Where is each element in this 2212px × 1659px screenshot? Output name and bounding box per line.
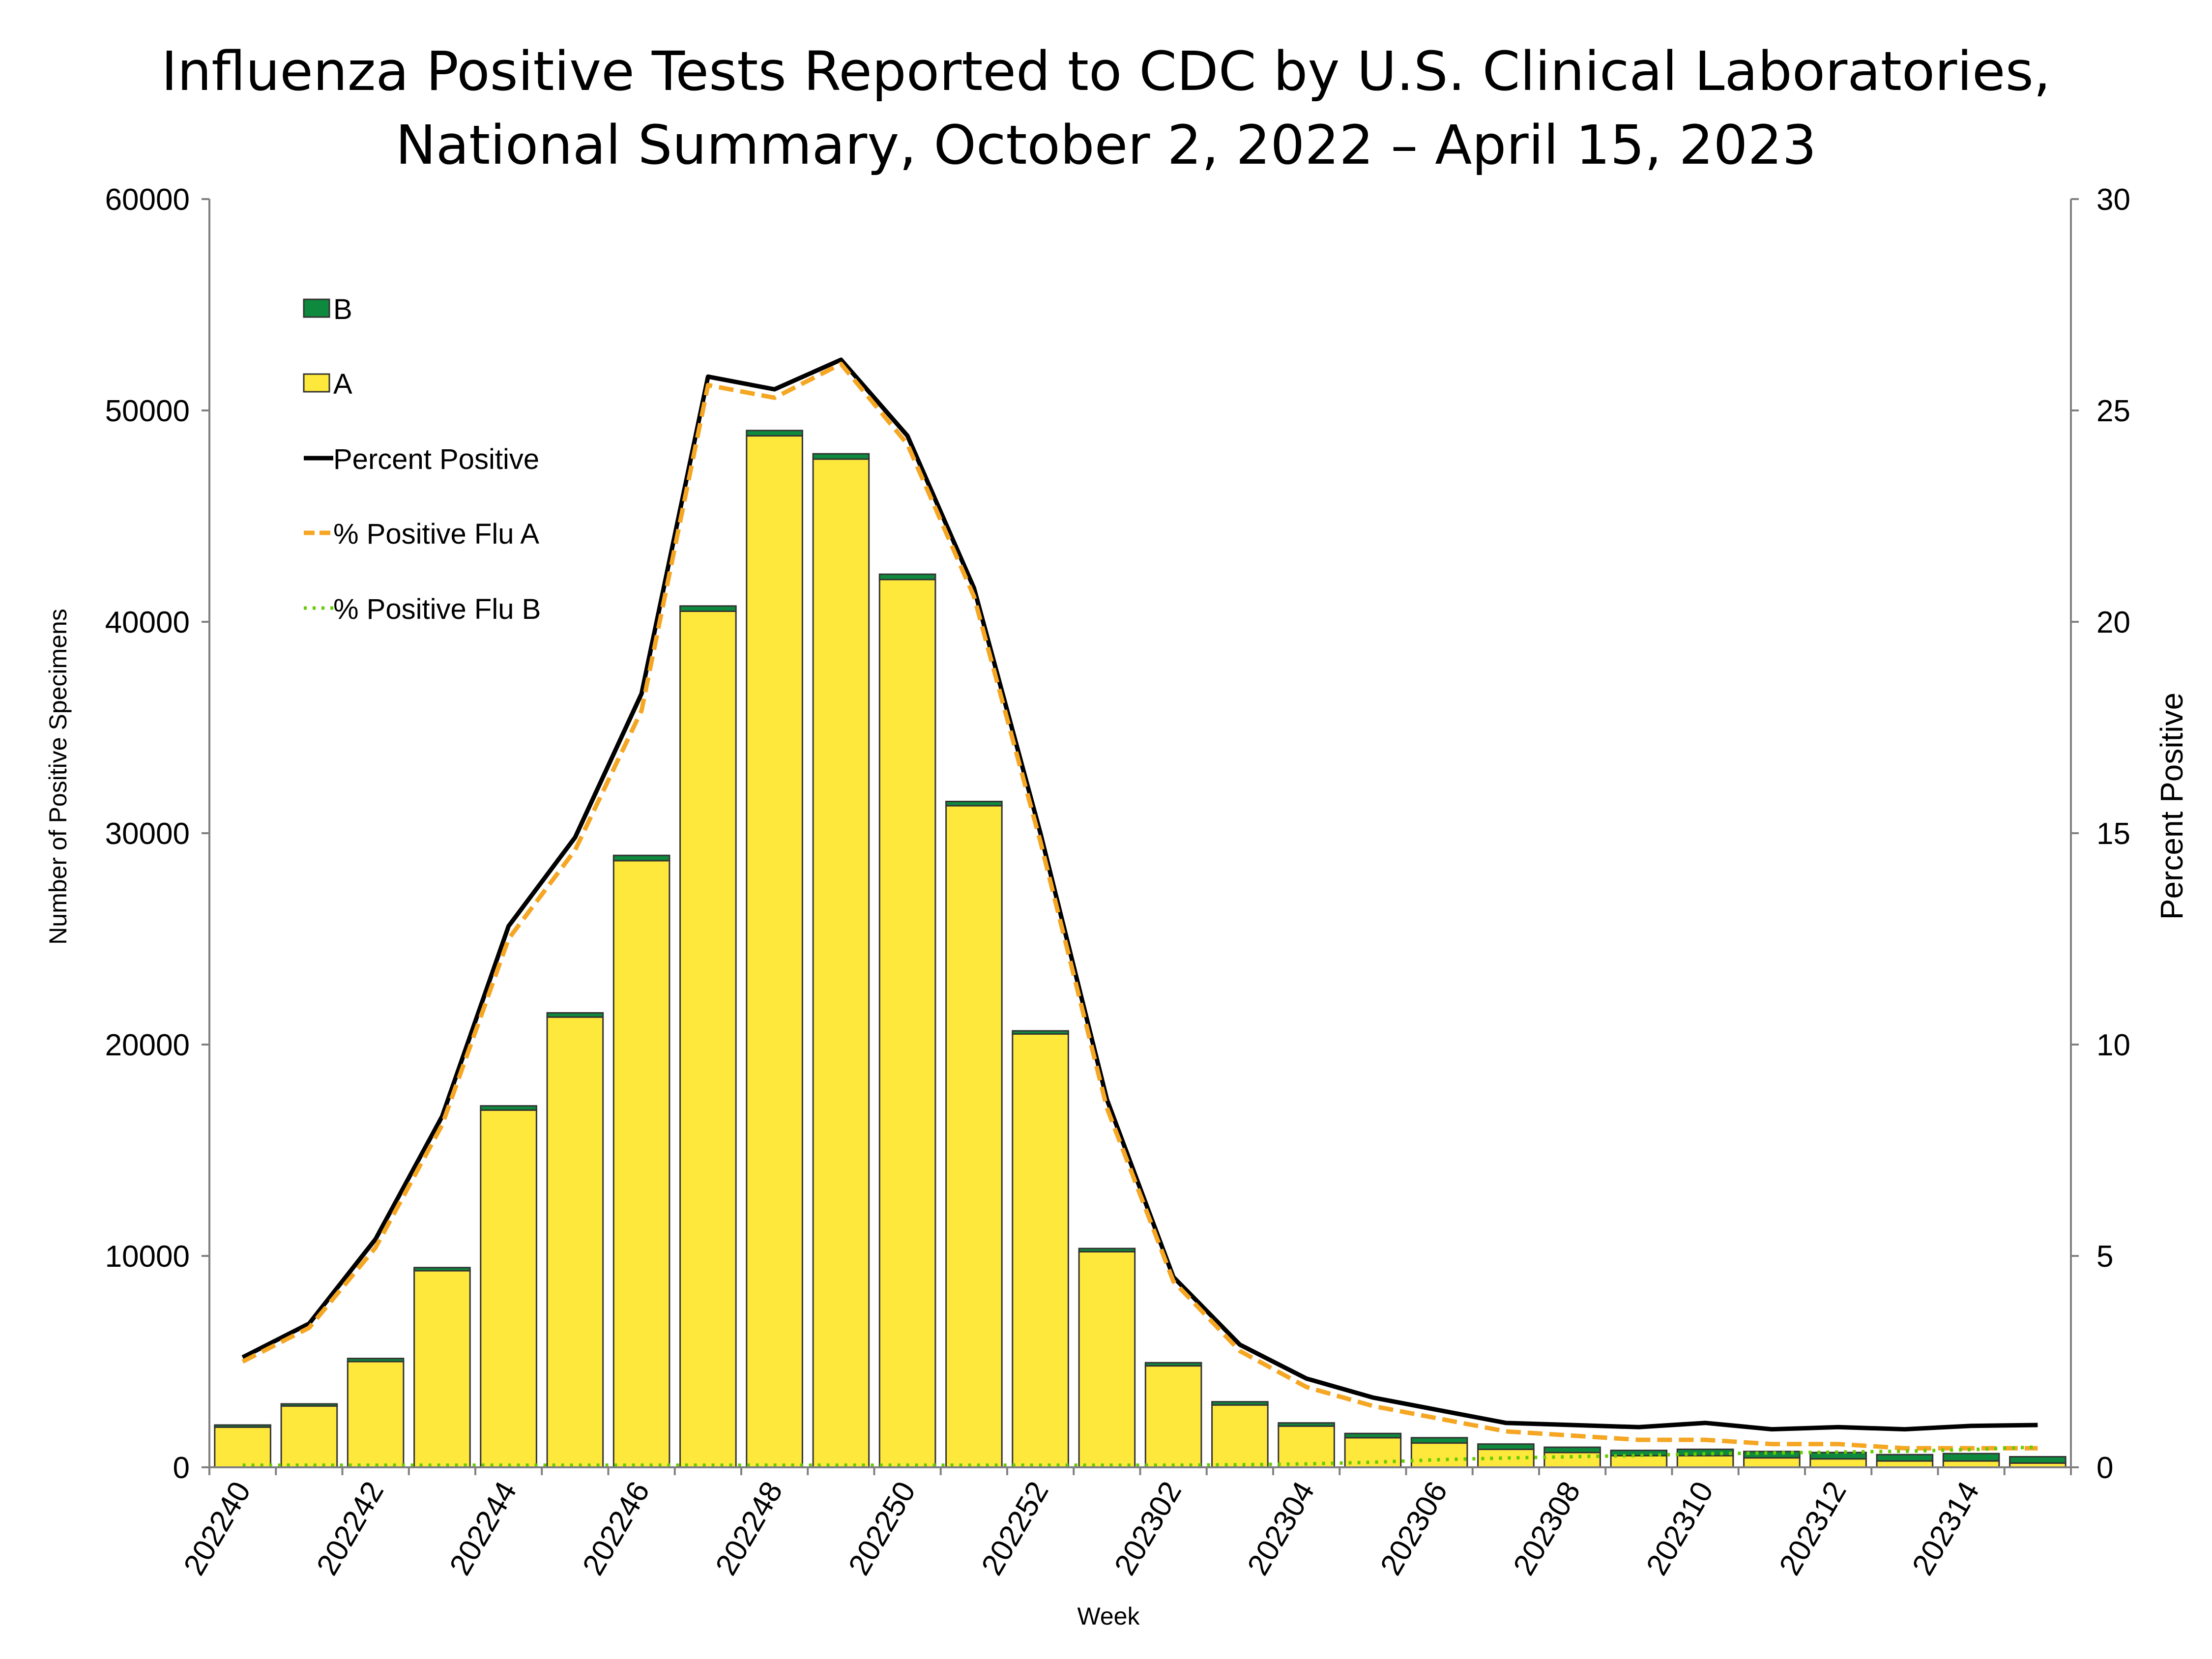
legend-label-positive-flu-a: % Positive Flu A bbox=[333, 518, 539, 550]
bar-a-202308 bbox=[1543, 1452, 1601, 1468]
bar-a-202309 bbox=[1610, 1455, 1668, 1468]
bar-a-202310 bbox=[1676, 1455, 1734, 1468]
y2-tick-label: 5 bbox=[2096, 1240, 2113, 1274]
bar-a-202244 bbox=[480, 1109, 537, 1468]
bar-b-202304 bbox=[1278, 1422, 1335, 1427]
x-tick-label: 202250 bbox=[842, 1476, 922, 1581]
bar-a-202240 bbox=[214, 1426, 271, 1468]
bar-b-202252 bbox=[1012, 1030, 1069, 1035]
x-tick-label: 202240 bbox=[177, 1476, 258, 1581]
bar-b-202302 bbox=[1144, 1362, 1202, 1367]
x-tick-label: 202242 bbox=[310, 1476, 390, 1581]
bars-layer bbox=[214, 430, 2066, 1468]
x-tick-label: 202308 bbox=[1507, 1476, 1587, 1581]
legend-label-positive-flu-b: % Positive Flu B bbox=[333, 593, 541, 625]
y-tick-label: 30000 bbox=[105, 817, 190, 851]
y-tick-label: 60000 bbox=[105, 183, 190, 217]
legend-label-a: A bbox=[333, 368, 352, 400]
bar-a-202243 bbox=[413, 1270, 471, 1468]
bar-b-202241 bbox=[280, 1403, 338, 1407]
bar-a-202249 bbox=[812, 458, 870, 1468]
y2-axis-label: Percent Positive bbox=[2154, 693, 2189, 920]
bar-b-202247 bbox=[679, 605, 737, 612]
chart-title: Influenza Positive Tests Reported to CDC… bbox=[0, 34, 2212, 182]
bar-b-202251 bbox=[945, 801, 1003, 807]
bar-b-202314 bbox=[1942, 1453, 2000, 1462]
chart-title-line-2: National Summary, October 2, 2022 – Apri… bbox=[395, 114, 1817, 176]
y-tick-label: 20000 bbox=[105, 1028, 190, 1062]
x-axis-label: Week bbox=[1077, 1602, 1140, 1630]
bar-b-202240 bbox=[214, 1424, 271, 1428]
bar-a-202242 bbox=[347, 1361, 405, 1468]
x-tick-label: 202310 bbox=[1640, 1476, 1720, 1581]
bar-a-202252 bbox=[1012, 1033, 1069, 1468]
bar-a-202241 bbox=[280, 1405, 338, 1468]
x-tick-label: 202306 bbox=[1374, 1476, 1454, 1581]
bar-b-202242 bbox=[347, 1358, 405, 1363]
y-tick-label: 10000 bbox=[105, 1240, 190, 1274]
y-tick-label: 40000 bbox=[105, 606, 190, 640]
bar-b-202315 bbox=[2009, 1456, 2066, 1464]
bar-a-202248 bbox=[746, 435, 803, 1468]
bar-b-202303 bbox=[1211, 1401, 1269, 1406]
legend: B A Percent Positive % Positive Flu A % Posi… bbox=[303, 293, 541, 625]
legend-label-b: B bbox=[333, 293, 352, 325]
line-positive-flu-a bbox=[241, 361, 2038, 1451]
bar-a-202312 bbox=[1809, 1458, 1867, 1468]
x-tick-label: 202302 bbox=[1108, 1476, 1188, 1581]
bar-a-202303 bbox=[1211, 1404, 1269, 1468]
y2-tick-label: 30 bbox=[2096, 183, 2130, 217]
bar-a-202250 bbox=[878, 579, 936, 1468]
x-tick-label: 202252 bbox=[975, 1476, 1055, 1581]
x-tick-label: 202304 bbox=[1241, 1476, 1321, 1581]
bar-b-202305 bbox=[1344, 1432, 1402, 1439]
bar-a-202246 bbox=[612, 860, 670, 1468]
bar-b-202243 bbox=[413, 1267, 471, 1272]
bar-b-202307 bbox=[1477, 1443, 1535, 1450]
bar-a-202245 bbox=[546, 1016, 604, 1468]
bar-b-202306 bbox=[1410, 1437, 1468, 1444]
bar-a-202247 bbox=[679, 611, 737, 1468]
y2-tick-label: 10 bbox=[2096, 1028, 2130, 1062]
bar-a-202307 bbox=[1477, 1448, 1535, 1468]
bar-b-202309 bbox=[1610, 1450, 1668, 1456]
bar-b-202308 bbox=[1543, 1446, 1601, 1454]
bar-a-202301 bbox=[1078, 1251, 1136, 1468]
bar-b-202312 bbox=[1809, 1452, 1867, 1460]
x-tick-label: 202312 bbox=[1773, 1476, 1853, 1581]
bar-a-202311 bbox=[1743, 1457, 1801, 1468]
bar-b-202246 bbox=[612, 854, 670, 862]
bar-a-202302 bbox=[1144, 1365, 1202, 1468]
bar-a-202305 bbox=[1344, 1437, 1402, 1468]
chart-title-line-1: Influenza Positive Tests Reported to CDC… bbox=[161, 40, 2051, 103]
legend-label-percent-positive: Percent Positive bbox=[333, 443, 539, 475]
y2-tick-label: 15 bbox=[2096, 817, 2130, 851]
x-tick-label: 202244 bbox=[443, 1476, 524, 1581]
legend-swatch-a bbox=[303, 373, 330, 393]
y-axis-label: Number of Positive Specimens bbox=[44, 609, 72, 945]
y-tick-label: 50000 bbox=[105, 394, 190, 428]
bar-b-202249 bbox=[812, 453, 870, 460]
bar-b-202250 bbox=[878, 573, 936, 581]
bar-b-202301 bbox=[1078, 1248, 1136, 1252]
legend-swatch-b bbox=[303, 298, 330, 318]
y-tick-label: 0 bbox=[173, 1451, 190, 1485]
bar-b-202245 bbox=[546, 1012, 604, 1018]
bar-b-202248 bbox=[746, 430, 803, 437]
x-tick-label: 202248 bbox=[709, 1476, 789, 1581]
line-percent-positive bbox=[241, 357, 2038, 1432]
y2-tick-label: 0 bbox=[2096, 1451, 2113, 1485]
x-tick-label: 202246 bbox=[576, 1476, 656, 1581]
bar-a-202251 bbox=[945, 805, 1003, 1468]
lines-layer bbox=[241, 357, 2038, 1467]
y2-tick-label: 25 bbox=[2096, 394, 2130, 428]
bar-b-202244 bbox=[480, 1105, 537, 1111]
bar-a-202306 bbox=[1410, 1442, 1468, 1468]
bar-b-202313 bbox=[1876, 1454, 1934, 1462]
y2-tick-label: 20 bbox=[2096, 606, 2130, 640]
x-tick-label: 202314 bbox=[1906, 1476, 1986, 1581]
line-positive-flu-b bbox=[242, 1445, 2038, 1467]
bar-a-202304 bbox=[1278, 1425, 1335, 1468]
